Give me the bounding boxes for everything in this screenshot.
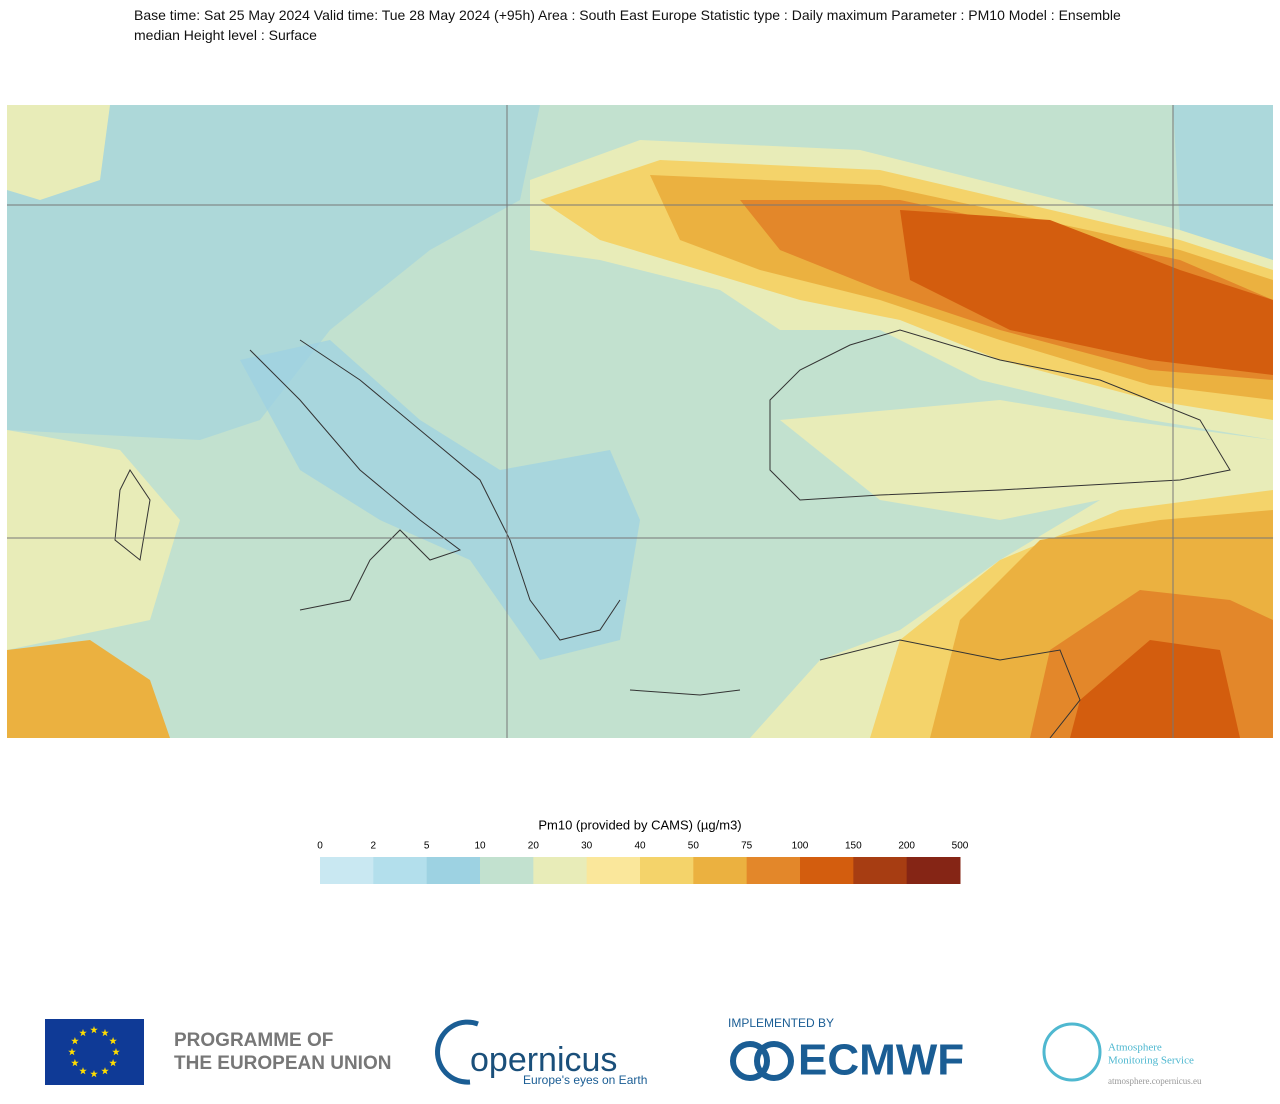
- copernicus-tagline: Europe's eyes on Earth: [523, 1073, 647, 1087]
- colorbar-tick-label: 100: [792, 841, 809, 852]
- header-title: Base time: Sat 25 May 2024 Valid time: T…: [134, 7, 1121, 43]
- ecmwf-text: ECMWF: [798, 1036, 964, 1085]
- colorbar-tick-label: 500: [952, 841, 969, 852]
- ams-url: atmosphere.copernicus.eu: [1108, 1076, 1202, 1086]
- coastlines: [114, 329, 1231, 738]
- ams-text: Atmosphere: [1108, 1042, 1162, 1054]
- eu-stars: [68, 1026, 120, 1078]
- colorbar-tick-label: 5: [424, 841, 430, 852]
- ecmwf-icon: [730, 1041, 794, 1081]
- eu-text: PROGRAMME OF: [174, 1030, 333, 1051]
- colorbar-tick-label: 0: [317, 841, 323, 852]
- colorbar-segment: [426, 857, 481, 884]
- colorbar-segment: [640, 857, 694, 884]
- eu-star: [109, 1059, 117, 1067]
- eu-text: THE EUROPEAN UNION: [174, 1053, 391, 1074]
- eu-star: [90, 1070, 98, 1078]
- graticule: [7, 105, 1273, 738]
- ams-text: Monitoring Service: [1108, 1055, 1194, 1067]
- colorbar-tick-label: 20: [528, 841, 540, 852]
- eu-star: [71, 1037, 79, 1045]
- colorbar-segment: [906, 857, 961, 884]
- eu-star: [68, 1048, 76, 1056]
- copernicus-c: [435, 1019, 479, 1085]
- colorbar: 0 2 5 10 20 30 40 50 75 100 150 200 500: [317, 841, 969, 884]
- colorbar-tick-label: 150: [845, 841, 862, 852]
- colorbar-segment: [320, 857, 374, 884]
- colorbar-tick-label: 2: [371, 841, 377, 852]
- colorbar-tick-label: 50: [688, 841, 700, 852]
- eu-star: [90, 1026, 98, 1034]
- colorbar-tick-label: 200: [898, 841, 915, 852]
- colorbar-segment: [533, 857, 588, 884]
- eu-star: [79, 1067, 87, 1075]
- colorbar-segment: [693, 857, 748, 884]
- colorbar-segment: [853, 857, 908, 884]
- colorbar-segment: [373, 857, 428, 884]
- colorbar-segment: [800, 857, 854, 884]
- colorbar-segment: [586, 857, 641, 884]
- eu-star: [79, 1028, 87, 1037]
- eu-star: [112, 1048, 120, 1056]
- colorbar-tick-label: 10: [474, 841, 486, 852]
- eu-star: [109, 1037, 117, 1045]
- colorbar-tick-label: 40: [634, 841, 646, 852]
- legend-title: Pm10 (provided by CAMS) (µg/m3): [538, 817, 741, 832]
- eu-star: [101, 1067, 109, 1075]
- colorbar-segment: [480, 857, 534, 884]
- colorbar-tick-label: 75: [741, 841, 753, 852]
- implemented-by: IMPLEMENTED BY: [728, 1016, 834, 1030]
- ams-icon: [1042, 1022, 1102, 1082]
- eu-star: [71, 1059, 79, 1067]
- map: [7, 105, 1273, 738]
- colorbar-tick-label: 30: [581, 841, 593, 852]
- copernicus-word: opernicus: [470, 1041, 617, 1079]
- eu-star: [101, 1028, 109, 1037]
- colorbar-segment: [746, 857, 801, 884]
